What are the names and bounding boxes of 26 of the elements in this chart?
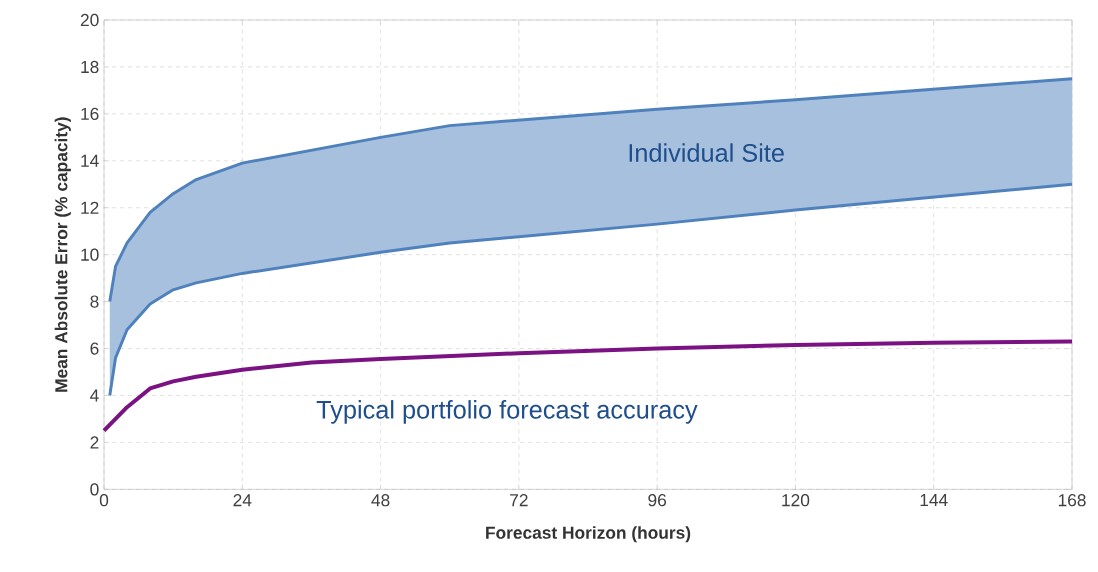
x-tick-label: 120 bbox=[782, 494, 810, 507]
y-tick-label: 0 bbox=[90, 483, 99, 496]
x-tick-label: 0 bbox=[99, 494, 109, 507]
y-tick-label: 12 bbox=[81, 201, 99, 214]
series-label: Individual Site bbox=[629, 143, 784, 162]
y-tick-label: 20 bbox=[80, 13, 99, 27]
x-tick-label: 48 bbox=[371, 494, 390, 507]
x-tick-label: 144 bbox=[920, 494, 948, 506]
x-tick-label: 72 bbox=[510, 494, 528, 507]
y-tick-label: 8 bbox=[90, 295, 99, 308]
x-tick-label: 168 bbox=[1058, 494, 1086, 507]
y-tick-label: 14 bbox=[81, 154, 99, 167]
y-tick-label: 4 bbox=[90, 389, 99, 402]
line-series bbox=[108, 182, 1074, 397]
series-label: Typical portfolio forecast accuracy bbox=[316, 400, 698, 424]
y-tick-label: 16 bbox=[81, 107, 99, 120]
x-tick-label: 24 bbox=[233, 494, 252, 507]
line-series bbox=[108, 77, 1074, 304]
x-axis-title: Forecast Horizon (hours) bbox=[486, 526, 691, 543]
y-tick-label: 18 bbox=[81, 60, 99, 74]
y-tick-label: 2 bbox=[90, 436, 99, 449]
y-axis-title: Mean Absolute Error (% capacity) bbox=[54, 117, 71, 392]
y-tick-label: 10 bbox=[81, 248, 99, 261]
y-tick-label: 6 bbox=[90, 342, 99, 355]
line-series bbox=[102, 339, 1075, 433]
x-tick-label: 96 bbox=[648, 494, 667, 507]
